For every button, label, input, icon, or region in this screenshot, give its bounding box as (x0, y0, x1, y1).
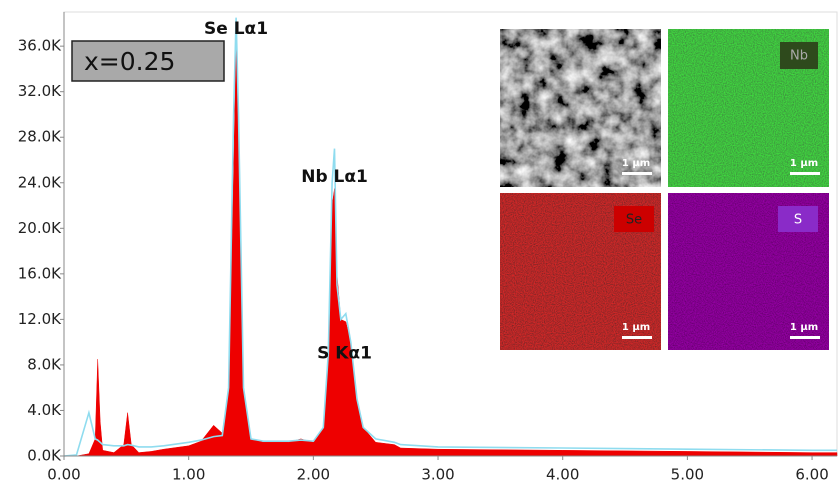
map-label: Se (626, 213, 642, 228)
peak-label: S Kα1 (317, 344, 372, 364)
scale-bar-label: 1 µm (790, 158, 818, 169)
insets: Nb Se S 1 µm 1 µm 1 µm 1 µm (500, 29, 829, 350)
scale-bar (790, 172, 820, 175)
x-tick-label: 5.00 (671, 466, 704, 484)
x-tick-label: 6.00 (795, 466, 828, 484)
x-tick-label: 3.00 (421, 466, 454, 484)
y-tick-label: 4.0K (27, 401, 62, 419)
scale-bar (622, 336, 652, 339)
y-tick-label: 20.0K (18, 219, 62, 237)
scale-bar (622, 172, 652, 175)
y-tick-label: 16.0K (18, 264, 62, 282)
y-tick-label: 28.0K (18, 128, 62, 146)
y-tick-label: 12.0K (18, 310, 62, 328)
chart: x=0.25 Nb Se S 1 µm 1 µm 1 µm 1 µm 0.0K 4.0K… (0, 0, 838, 487)
y-tick-label: 36.0K (18, 37, 62, 55)
y-tick-label: 32.0K (18, 82, 62, 100)
y-tick-label: 0.0K (27, 447, 62, 465)
map-label: S (794, 213, 802, 228)
y-tick-label: 24.0K (18, 173, 62, 191)
scale-bar-label: 1 µm (622, 322, 650, 333)
scale-bar-label: 1 µm (622, 158, 650, 169)
peak-label: Se Lα1 (204, 19, 268, 39)
scale-bar (790, 336, 820, 339)
x-tick-label: 4.00 (546, 466, 579, 484)
map-label: Nb (790, 49, 808, 64)
label-box-text: x=0.25 (84, 47, 175, 76)
x-tick-label: 1.00 (172, 466, 205, 484)
scale-bar-label: 1 µm (790, 322, 818, 333)
x-tick-label: 2.00 (297, 466, 330, 484)
x-tick-label: 0.00 (47, 466, 80, 484)
peak-label: Nb Lα1 (301, 167, 368, 187)
y-tick-label: 8.0K (27, 355, 62, 373)
